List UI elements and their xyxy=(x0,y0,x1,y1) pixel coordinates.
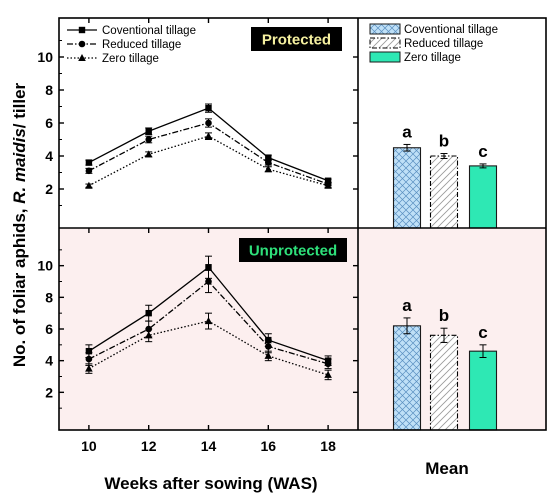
y-axis-label-suffix: / tiller xyxy=(10,82,29,128)
protected-mean-significance-label-1: b xyxy=(439,132,449,151)
protected-point-0-2 xyxy=(205,104,212,112)
unprotected-line-chart xyxy=(85,255,332,381)
bar-legend: Coventional tillage Reduced tillage Zero t… xyxy=(369,23,498,64)
unprotected-mean-significance-label-2: c xyxy=(478,323,487,342)
unprotected-mean-bar-0 xyxy=(392,325,422,431)
unprotected-point-1-3 xyxy=(265,343,272,350)
x-tick-label-0: 10 xyxy=(81,438,97,454)
line-legend: Coventional tillage Reduced tillage Zero t… xyxy=(67,25,196,65)
bar-legend-swatch-2 xyxy=(369,51,401,63)
protected-mean-significance-label-0: a xyxy=(402,122,412,141)
x-tick-label-3: 16 xyxy=(261,438,277,454)
bar-legend-swatch-0 xyxy=(369,23,401,35)
x-tick-label-2: 14 xyxy=(201,438,217,454)
line-legend-marker-0 xyxy=(78,26,86,34)
protected-mean-bar-0 xyxy=(392,147,422,229)
protected-ytick-label-2: 6 xyxy=(45,115,53,131)
y-axis-label-species: R. maidis xyxy=(10,128,29,204)
unprotected-point-1-2 xyxy=(205,278,212,285)
unprotected-point-2-1 xyxy=(144,331,153,339)
protected-line-chart xyxy=(85,103,332,189)
protected-series-2 xyxy=(85,132,332,189)
unprotected-point-2-3 xyxy=(264,351,273,359)
protected-point-2-4 xyxy=(324,181,332,189)
unprotected-ytick-label-1: 4 xyxy=(45,353,53,369)
unprotected-point-0-0 xyxy=(85,347,93,355)
unprotected-point-1-4 xyxy=(324,360,332,368)
protected-point-1-1 xyxy=(145,136,152,143)
protected-point-2-3 xyxy=(264,165,273,173)
protected-point-2-1 xyxy=(144,150,153,158)
mean-axis-label: Mean xyxy=(425,459,468,478)
y-axis-label: No. of foliar aphids, R. maidis/ tiller xyxy=(10,82,29,367)
x-axis-label: Weeks after sowing (WAS) xyxy=(104,474,317,493)
line-legend-label-0: Coventional tillage xyxy=(102,25,196,37)
protected-point-0-1 xyxy=(145,128,152,135)
protected-point-1-2 xyxy=(205,119,212,127)
unprotected-badge-bg xyxy=(239,238,347,262)
protected-point-0-3 xyxy=(265,154,272,161)
unprotected-mean-bar-2 xyxy=(468,350,498,431)
protected-point-1-0 xyxy=(85,167,93,175)
bar-legend-label-1: Reduced tillage xyxy=(404,38,483,50)
bar-legend-label-0: Coventional tillage xyxy=(404,24,498,36)
protected-point-1-3 xyxy=(265,159,272,166)
protected-ytick-label-3: 8 xyxy=(45,82,53,98)
line-legend-marker-1 xyxy=(78,40,86,48)
y-axis-label-prefix: No. of foliar aphids, xyxy=(10,204,29,367)
protected-point-2-0 xyxy=(85,181,93,189)
protected-series-0 xyxy=(85,103,332,184)
unprotected-point-1-0 xyxy=(85,355,93,363)
protected-mean-significance-label-2: c xyxy=(478,142,487,161)
x-tick-label-4: 18 xyxy=(320,438,336,454)
line-legend-label-1: Reduced tillage xyxy=(102,39,181,51)
protected-badge-bg xyxy=(251,27,342,51)
protected-point-0-0 xyxy=(85,159,93,166)
unprotected-point-2-2 xyxy=(204,317,213,325)
protected-ytick-label-1: 4 xyxy=(45,148,53,164)
bar-legend-label-2: Zero tillage xyxy=(404,52,461,64)
unprotected-mean-bar-1 xyxy=(429,334,459,431)
unprotected-ytick-label-2: 6 xyxy=(45,321,53,337)
unprotected-mean-significance-label-0: a xyxy=(402,296,412,315)
unprotected-series-1 xyxy=(85,269,332,370)
x-tick-label-1: 12 xyxy=(141,438,157,454)
unprotected-point-0-2 xyxy=(205,264,212,271)
unprotected-point-2-4 xyxy=(324,370,332,378)
panel-frames xyxy=(58,17,547,431)
unprotected-point-0-1 xyxy=(145,309,152,317)
protected-mean-bar-2 xyxy=(468,165,498,229)
unprotected-ytick-label-4: 10 xyxy=(37,258,53,274)
unprotected-ytick-label-3: 8 xyxy=(45,289,53,305)
unprotected-point-2-0 xyxy=(85,364,93,372)
unprotected-ytick-label-0: 2 xyxy=(45,384,53,400)
unprotected-mean-significance-label-1: b xyxy=(439,306,449,325)
unprotected-series-2 xyxy=(85,312,332,381)
protected-point-0-4 xyxy=(324,177,332,184)
line-legend-marker-2 xyxy=(78,54,86,61)
line-legend-label-2: Zero tillage xyxy=(102,53,159,65)
protected-badge: Protected xyxy=(262,32,331,49)
protected-ytick-label-0: 2 xyxy=(45,181,53,197)
protected-point-2-2 xyxy=(204,132,213,140)
unprotected-badge: Unprotected xyxy=(249,243,337,260)
bar-legend-swatch-1 xyxy=(369,37,401,49)
protected-mean-bar-1 xyxy=(429,155,459,229)
protected-ytick-label-4: 10 xyxy=(37,49,53,65)
